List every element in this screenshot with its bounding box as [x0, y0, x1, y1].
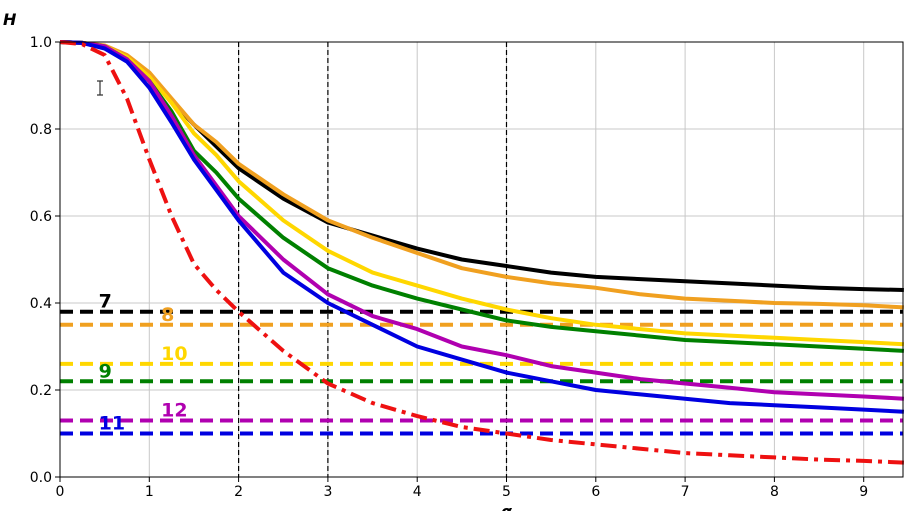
horizontal-line-label: 7: [99, 291, 112, 313]
y-tick-label: 0.0: [30, 470, 52, 486]
series-line: [59, 40, 904, 465]
x-tick-label: 6: [591, 484, 600, 500]
series-line: [59, 40, 905, 310]
y-tick-label: 0.4: [30, 296, 52, 312]
horizontal-line-label: 10: [161, 343, 187, 365]
horizontal-line-label: 12: [161, 399, 187, 421]
series-line: [59, 40, 905, 347]
horizontal-line-label: 9: [99, 360, 112, 382]
horizontal-line-labels: 7 8 10 9 12 11: [99, 291, 188, 435]
series-group: [59, 40, 905, 465]
x-tick-label: 0: [56, 484, 65, 500]
x-axis-ticks: 0 1 2 3 4 5 6 7 8 9: [56, 477, 868, 500]
y-axis-ticks: 0.0 0.2 0.4 0.6 0.8 1.0: [30, 35, 60, 486]
vertical-dashed-lines: [238, 42, 508, 477]
x-tick-label: 4: [413, 484, 422, 500]
y-tick-label: 0.2: [30, 383, 52, 399]
text-cursor-icon: [97, 80, 103, 96]
horizontal-line-label: 8: [161, 304, 174, 326]
horizontal-dashed-lines: [60, 309, 903, 436]
x-axis-label: α: [501, 502, 513, 511]
y-tick-label: 0.8: [30, 122, 52, 138]
x-tick-label: 9: [859, 484, 868, 500]
x-tick-label: 2: [234, 484, 243, 500]
x-tick-label: 3: [323, 484, 332, 500]
x-tick-label: 5: [502, 484, 511, 500]
horizontal-line-label: 11: [99, 413, 125, 435]
series-line: [59, 40, 905, 414]
series-line: [59, 40, 905, 401]
y-tick-label: 0.6: [30, 209, 52, 225]
x-tick-label: 1: [145, 484, 154, 500]
x-tick-label: 8: [770, 484, 779, 500]
y-tick-label: 1.0: [30, 35, 52, 51]
x-tick-label: 7: [681, 484, 690, 500]
plot-frame: [59, 41, 904, 478]
y-axis-label: H: [3, 10, 17, 29]
